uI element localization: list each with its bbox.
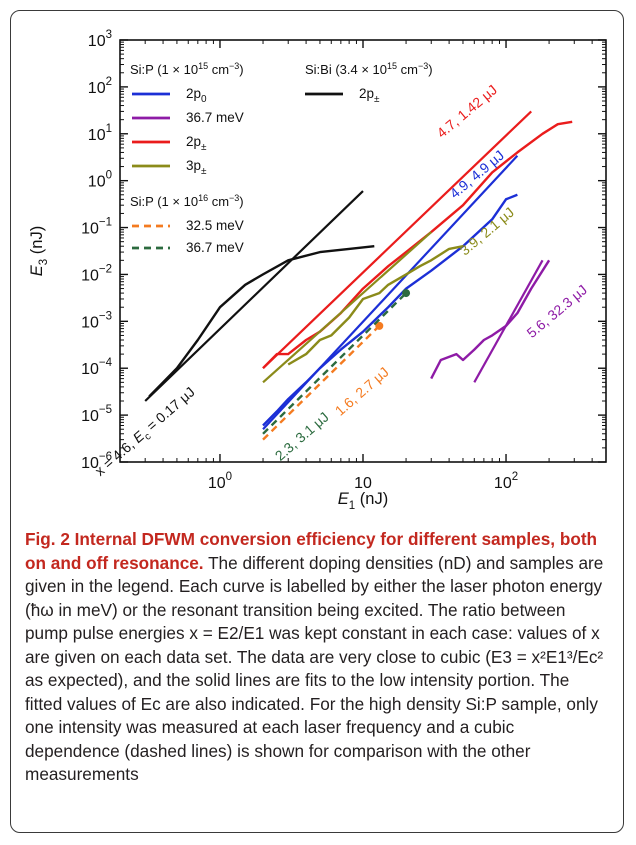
legend-group-title-0: Si:P (1 × 1015 cm−3) [130,61,244,77]
chart: 4.9, 4.9 μJ5.6, 32.3 μJ4.7, 1.42 μJ3.9, … [28,29,607,512]
legend-entry-0: 2p0 [186,86,207,105]
y-tick-label-4: 10−2 [81,263,112,284]
series-line-2 [262,120,573,370]
y-axis-label: E3 (nJ) [28,226,50,276]
legend-entry-2: 2p± [186,134,207,153]
fit-line-0 [262,154,519,430]
y-tick-label-1: 10−5 [81,404,112,425]
y-tick-label-9: 103 [88,29,112,50]
y-tick-label-7: 101 [88,123,112,144]
legend-group-title-2: Si:P (1 × 1016 cm−3) [130,193,244,209]
series-line-3 [287,245,464,366]
y-tick-label-2: 10−4 [81,357,113,378]
series-line-4 [148,245,375,398]
series-line-6 [262,292,407,435]
series-label-2: 4.7, 1.42 μJ [434,81,501,140]
series-label-4: x = 4.6, Ec = 0.17 μJ [92,384,201,482]
fit-line-1 [473,259,544,383]
x-tick-label-0: 100 [208,471,232,492]
x-axis-label: E1 (nJ) [338,490,388,512]
figure-caption: Fig. 2 Internal DFWM conversion efficien… [25,528,611,787]
y-tick-label-3: 10−3 [81,310,112,331]
series-line-1 [430,259,551,380]
series-label-5: 1.6, 2.7 μJ [332,364,392,419]
series-line-0 [262,193,518,427]
y-tick-label-6: 100 [88,170,112,191]
legend-entry-5: 32.5 meV [186,218,244,233]
y-tick-label-5: 10−1 [81,217,112,238]
series-line-5 [262,325,381,441]
series-label-1: 5.6, 32.3 μJ [524,281,591,340]
figure-frame [10,10,624,833]
legend-entry-1: 36.7 meV [186,110,244,125]
legend-entry-4: 2p± [359,86,380,105]
series-marker-6 [402,289,411,298]
caption-body: The different doping densities (nD) and … [25,552,604,785]
series-marker-5 [375,321,384,330]
caption-title: Fig. 2 Internal DFWM conversion efficien… [25,529,598,573]
x-tick-label-1: 10 [354,475,372,492]
legend-entry-3: 3p± [186,158,207,177]
fit-line-3 [262,231,432,384]
x-tick-label-2: 102 [494,471,518,492]
legend-group-title-1: Si:Bi (3.4 × 1015 cm−3) [305,61,433,77]
fit-line-2 [262,110,532,370]
legend-entry-6: 36.7 meV [186,240,244,255]
series-label-0: 4.9, 4.9 μJ [446,147,507,201]
y-tick-label-0: 10−6 [81,451,112,472]
fit-line-4 [144,190,364,402]
y-tick-label-8: 102 [88,76,112,97]
